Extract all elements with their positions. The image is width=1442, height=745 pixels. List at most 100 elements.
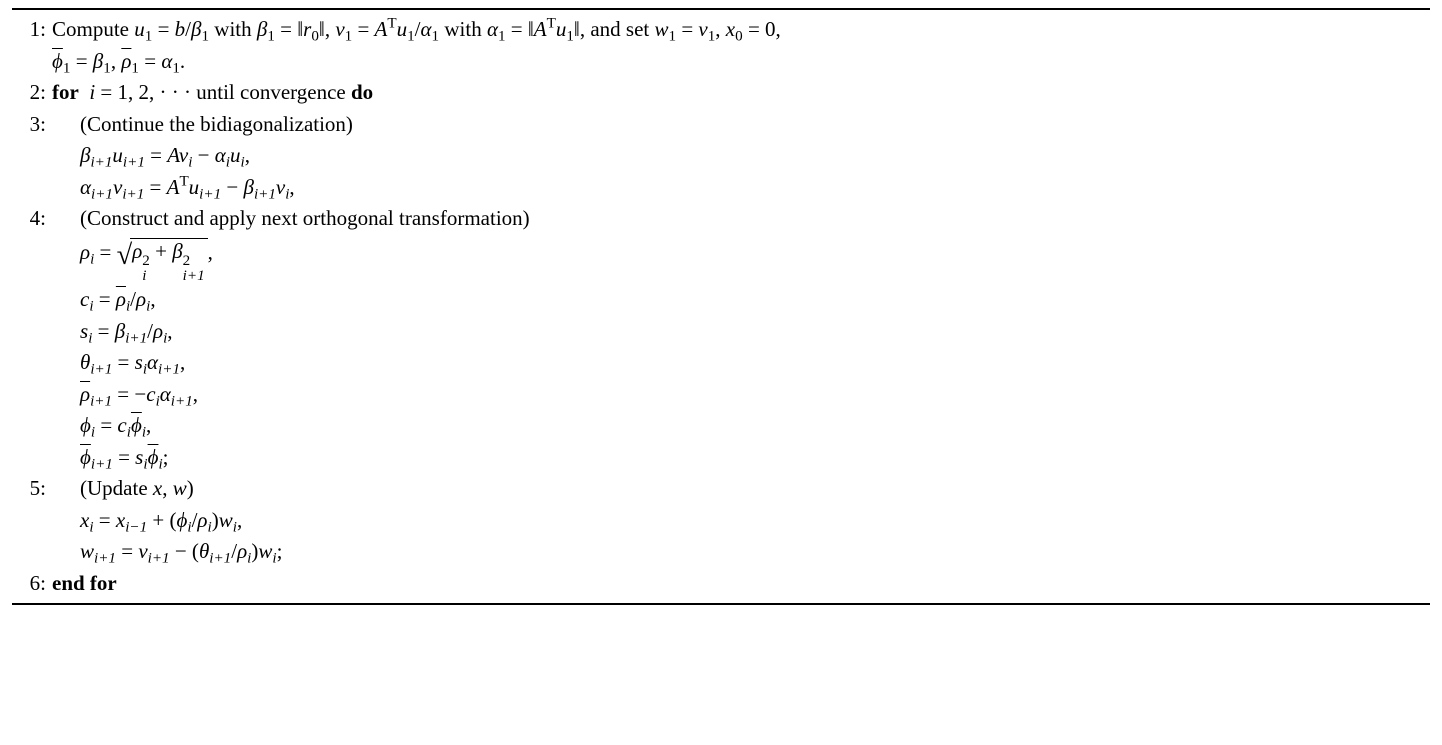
var-rhobar: ρ: [80, 382, 90, 406]
var-x: x: [153, 476, 162, 500]
sub: i: [158, 456, 162, 472]
sup-T: T: [179, 173, 188, 189]
line-5b: wi+1 = vi+1 − (θi+1/ρi)wi;: [12, 536, 1430, 568]
var-u1: u: [134, 17, 145, 41]
var-rho: ρ: [136, 287, 146, 311]
sub: 1: [201, 29, 209, 45]
sub: i+1: [122, 186, 144, 202]
line-4a: ρi = √ρ2i + β2i+1,: [12, 235, 1430, 285]
line-4f: ϕi = ciϕi,: [12, 410, 1430, 442]
var-A2: A: [534, 17, 547, 41]
var-A: A: [167, 175, 180, 199]
eq: =: [275, 17, 297, 41]
line-3b-content: αi+1vi+1 = ATui+1 − βi+1vi,: [52, 172, 1430, 204]
var-v2: v: [276, 175, 285, 199]
sub: i: [208, 519, 212, 535]
line-4d-content: θi+1 = siαi+1,: [52, 347, 1430, 379]
line-1: 1: Compute u1 = b/β1 with β1 = ‖r0‖, v1 …: [12, 14, 1430, 77]
sub-i: i: [142, 269, 150, 284]
eq: =: [352, 17, 374, 41]
text-andset: , and set: [580, 17, 655, 41]
sub: 0: [735, 29, 743, 45]
sub: i+1: [158, 362, 180, 378]
line-4d: θi+1 = siαi+1,: [12, 347, 1430, 379]
sub: i: [142, 425, 146, 441]
sub: i+1: [254, 186, 276, 202]
sub-ip1: i+1: [183, 269, 205, 284]
line-number: 3:: [12, 109, 52, 141]
text-with: with: [209, 17, 257, 41]
sub: i+1: [171, 393, 193, 409]
radicand: ρ2i + β2i+1: [130, 238, 207, 263]
var-beta: β: [243, 175, 253, 199]
sub: i+1: [123, 155, 145, 171]
line-4g-content: ϕi+1 = siϕi;: [52, 442, 1430, 474]
sub: i+1: [94, 551, 116, 567]
sup-2b: 2: [183, 254, 205, 269]
eq: =: [70, 49, 92, 73]
var-phibar: ϕ: [131, 413, 142, 437]
var-v: v: [179, 143, 188, 167]
var-rhobar: ρ: [116, 287, 126, 311]
sub: i: [90, 251, 94, 267]
line-4e-content: ρi+1 = −ciαi+1,: [52, 379, 1430, 411]
var-s: s: [80, 319, 88, 343]
text-until: until convergence: [196, 80, 351, 104]
sub: i: [285, 186, 289, 202]
eq: =: [506, 17, 528, 41]
var-alpha: α: [80, 175, 91, 199]
var-w2: w: [258, 539, 272, 563]
sub: 1: [103, 60, 111, 76]
var-u1c: u: [556, 17, 567, 41]
eq: =: [676, 17, 698, 41]
var-rhobar: ρ: [121, 49, 131, 73]
sup-T: T: [547, 16, 556, 32]
sup-2: 2: [142, 254, 150, 269]
var-theta: θ: [80, 350, 90, 374]
var-beta1c: β: [93, 49, 103, 73]
sub: i+1: [90, 155, 112, 171]
sub: i: [163, 330, 167, 346]
var-c: c: [146, 382, 155, 406]
algorithm-block: 1: Compute u1 = b/β1 with β1 = ‖r0‖, v1 …: [12, 8, 1430, 605]
eq: =: [139, 49, 161, 73]
sub: i−1: [125, 519, 147, 535]
var-w: w: [80, 539, 94, 563]
sup-T: T: [387, 16, 396, 32]
line-3: 3: (Continue the bidiagonalization): [12, 109, 1430, 141]
var-u2: u: [230, 143, 241, 167]
sub: i: [89, 299, 93, 315]
keyword-endfor: end for: [52, 571, 117, 595]
var-v1b: v: [698, 17, 707, 41]
var-alpha1: α: [487, 17, 498, 41]
var-A: A: [167, 143, 179, 167]
sub: 1: [267, 29, 275, 45]
line-number: 2:: [12, 77, 52, 109]
sub: i: [88, 330, 92, 346]
sub: i: [188, 155, 192, 171]
var-beta: β: [191, 17, 201, 41]
sub: 1: [669, 29, 677, 45]
line-5b-content: wi+1 = vi+1 − (θi+1/ρi)wi;: [52, 536, 1430, 568]
sub: i: [187, 519, 191, 535]
line-5: 5: (Update x, w): [12, 473, 1430, 505]
line-4: 4: (Construct and apply next orthogonal …: [12, 203, 1430, 235]
var-beta1: β: [257, 17, 267, 41]
var-w: w: [219, 508, 233, 532]
var-rho: ρ: [153, 319, 163, 343]
var-beta: β: [80, 143, 90, 167]
line-number: 6:: [12, 568, 52, 600]
line-5a-content: xi = xi−1 + (ϕi/ρi)wi,: [52, 505, 1430, 537]
var-w: w: [173, 476, 187, 500]
line-number: 4:: [12, 203, 52, 235]
line-4b: ci = ρi/ρi,: [12, 284, 1430, 316]
text-construct: (Construct and apply next orthogonal tra…: [80, 206, 530, 230]
sub: 1: [131, 60, 139, 76]
sub: i: [233, 519, 237, 535]
line-2-content: for i = 1, 2, · · · until convergence do: [52, 77, 1430, 109]
line-5-content: (Update x, w): [52, 473, 1430, 505]
var-beta: β: [172, 239, 182, 263]
var-alpha: α: [421, 17, 432, 41]
line-4g: ϕi+1 = siϕi;: [12, 442, 1430, 474]
text-compute: Compute: [52, 17, 134, 41]
